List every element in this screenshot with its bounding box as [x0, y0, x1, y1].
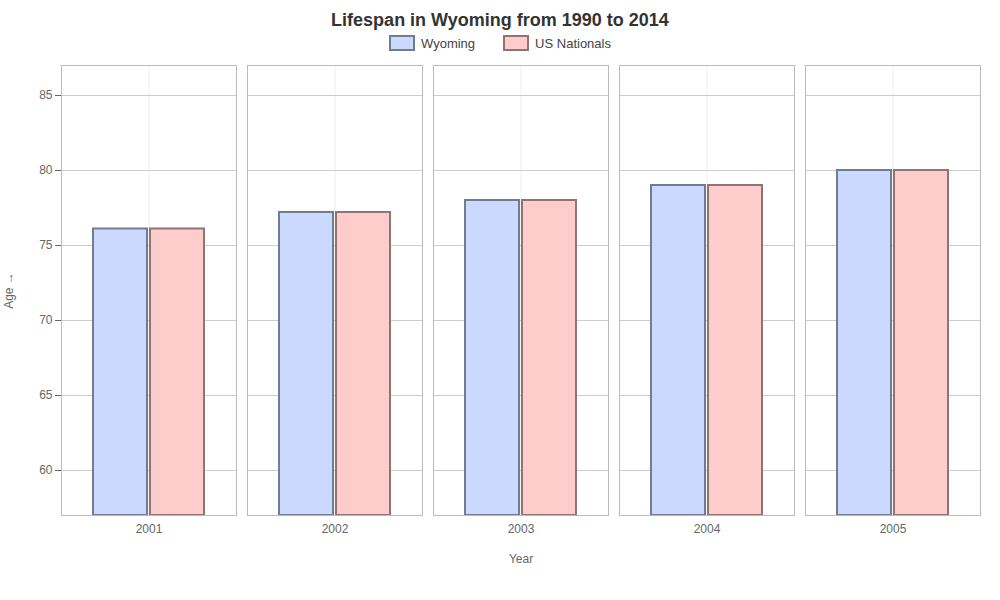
- svg-text:60: 60: [39, 463, 53, 477]
- svg-text:85: 85: [39, 88, 53, 102]
- svg-text:2002: 2002: [322, 522, 349, 536]
- html-text:Wyoming: Wyoming: [421, 35, 476, 51]
- svg-text:80: 80: [39, 163, 53, 177]
- svg-text:2003: 2003: [508, 522, 535, 536]
- svg-text:65: 65: [39, 388, 53, 402]
- svg-text:Age →: Age →: [2, 272, 16, 309]
- svg-text:70: 70: [39, 313, 53, 327]
- html-text:Lifespan in Wyoming from 1990: Lifespan in Wyoming from 1990 to 2014: [331, 10, 669, 30]
- svg-text:2001: 2001: [136, 522, 163, 536]
- svg-text:2005: 2005: [880, 522, 907, 536]
- svg-text:75: 75: [39, 238, 53, 252]
- html-text:US Nationals: US Nationals: [535, 35, 611, 51]
- svg-text:2004: 2004: [694, 522, 721, 536]
- svg-text:Year: Year: [509, 552, 533, 566]
